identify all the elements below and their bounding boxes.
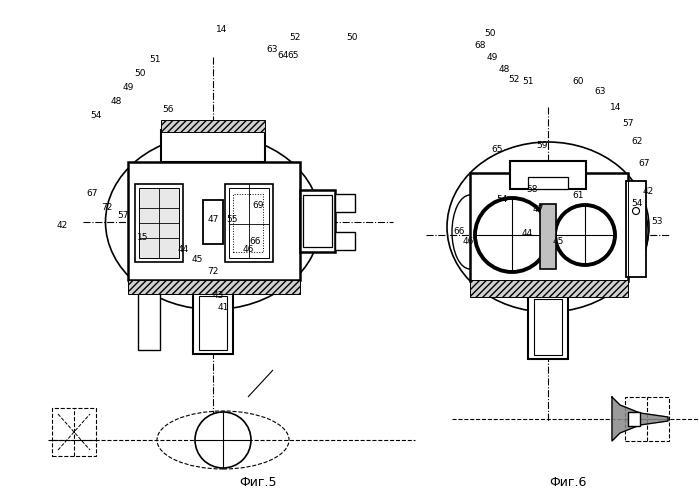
Text: 57: 57 bbox=[622, 120, 634, 128]
Text: 14: 14 bbox=[610, 102, 621, 112]
Bar bbox=[139, 188, 179, 258]
Bar bbox=[233, 194, 263, 252]
Bar bbox=[534, 299, 562, 355]
Text: 54: 54 bbox=[496, 196, 507, 204]
Bar bbox=[303, 195, 332, 247]
Text: 68: 68 bbox=[474, 40, 486, 50]
Bar bbox=[52, 408, 96, 456]
Bar bbox=[510, 161, 586, 189]
Text: 14: 14 bbox=[216, 26, 228, 35]
Bar bbox=[335, 232, 355, 250]
Bar bbox=[161, 130, 265, 162]
Text: 63: 63 bbox=[266, 46, 278, 54]
Text: 46: 46 bbox=[243, 246, 254, 254]
Text: 67: 67 bbox=[86, 188, 98, 198]
Text: 46: 46 bbox=[462, 236, 474, 246]
Bar bbox=[225, 184, 273, 262]
Text: 41: 41 bbox=[217, 304, 229, 312]
Circle shape bbox=[475, 198, 549, 272]
Text: 49: 49 bbox=[487, 52, 498, 62]
Text: 42: 42 bbox=[57, 220, 68, 230]
Bar bbox=[199, 296, 227, 350]
Text: 44: 44 bbox=[521, 228, 533, 237]
Bar bbox=[138, 292, 160, 350]
Text: 67: 67 bbox=[638, 158, 650, 168]
Circle shape bbox=[555, 205, 615, 265]
Text: 72: 72 bbox=[208, 268, 219, 276]
Text: 48: 48 bbox=[498, 66, 510, 74]
Text: 65: 65 bbox=[287, 52, 298, 60]
Text: 50: 50 bbox=[484, 28, 496, 38]
Bar bbox=[128, 162, 300, 280]
Bar bbox=[300, 190, 335, 252]
Bar bbox=[193, 292, 233, 354]
Bar bbox=[203, 200, 223, 244]
Text: 55: 55 bbox=[226, 216, 238, 224]
Bar bbox=[161, 120, 265, 132]
Text: 59: 59 bbox=[536, 142, 548, 150]
Text: 48: 48 bbox=[110, 98, 122, 106]
Text: 69: 69 bbox=[252, 202, 264, 210]
Bar bbox=[335, 194, 355, 212]
Ellipse shape bbox=[447, 142, 649, 312]
Text: 53: 53 bbox=[651, 218, 663, 226]
Text: 60: 60 bbox=[572, 78, 584, 86]
Bar bbox=[528, 177, 568, 189]
Bar bbox=[229, 188, 269, 258]
Text: 56: 56 bbox=[162, 106, 174, 114]
Text: 65: 65 bbox=[491, 146, 503, 154]
Text: 61: 61 bbox=[572, 190, 584, 200]
Circle shape bbox=[633, 208, 640, 214]
Text: 50: 50 bbox=[346, 32, 358, 42]
Circle shape bbox=[195, 412, 251, 468]
Bar bbox=[628, 412, 640, 426]
Text: 45: 45 bbox=[192, 256, 203, 264]
Bar bbox=[528, 295, 568, 359]
Text: 64: 64 bbox=[278, 52, 289, 60]
Text: 49: 49 bbox=[122, 84, 134, 92]
Text: 58: 58 bbox=[526, 184, 538, 194]
Text: 52: 52 bbox=[508, 76, 519, 84]
Text: 44: 44 bbox=[178, 246, 189, 254]
Bar bbox=[626, 181, 646, 277]
Bar bbox=[470, 280, 628, 297]
Text: 43: 43 bbox=[212, 290, 224, 300]
Polygon shape bbox=[612, 397, 668, 441]
Bar bbox=[128, 280, 300, 294]
Text: 42: 42 bbox=[642, 188, 654, 196]
Text: 54: 54 bbox=[90, 110, 101, 120]
Text: 47: 47 bbox=[533, 206, 544, 214]
Text: 51: 51 bbox=[150, 56, 161, 64]
Text: 51: 51 bbox=[522, 78, 534, 86]
Text: Фиг.5: Фиг.5 bbox=[239, 476, 277, 488]
Text: 52: 52 bbox=[289, 32, 301, 42]
Text: 57: 57 bbox=[117, 212, 129, 220]
Text: 45: 45 bbox=[552, 238, 563, 246]
Bar bbox=[470, 173, 628, 281]
Text: 63: 63 bbox=[594, 88, 606, 96]
Text: 62: 62 bbox=[631, 138, 642, 146]
Text: 66: 66 bbox=[453, 228, 465, 236]
Text: Фиг.6: Фиг.6 bbox=[549, 476, 586, 488]
Ellipse shape bbox=[106, 134, 321, 310]
Text: 72: 72 bbox=[101, 202, 113, 211]
Bar bbox=[540, 204, 556, 269]
Text: 47: 47 bbox=[208, 216, 219, 224]
Text: 54: 54 bbox=[631, 198, 642, 207]
Bar bbox=[625, 397, 669, 441]
Text: 50: 50 bbox=[134, 70, 146, 78]
Bar bbox=[135, 184, 183, 262]
Text: 15: 15 bbox=[137, 234, 149, 242]
Text: 66: 66 bbox=[250, 236, 261, 246]
